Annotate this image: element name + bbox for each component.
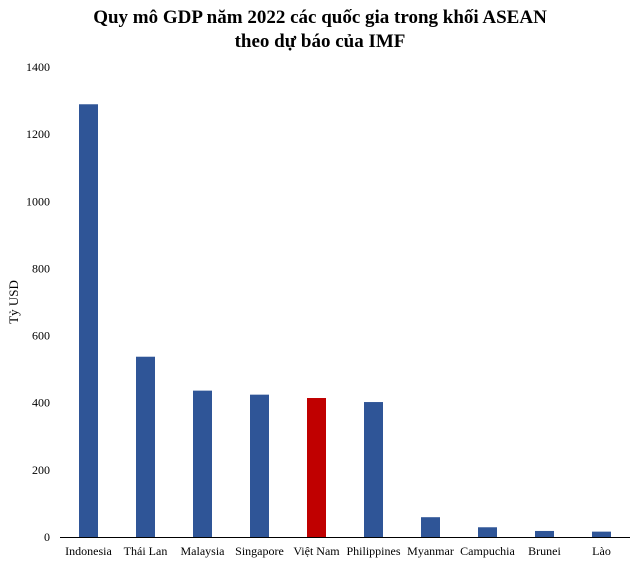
y-axis-ticks: 0 200 400 600 800 1000 1200 1400 [26,60,50,544]
x-tick-label: Campuchia [460,544,515,558]
bar-6 [421,517,440,537]
bar-1 [136,356,155,537]
y-tick-label: 1200 [26,127,50,141]
bar-2 [193,390,212,537]
x-tick-label: Philippines [346,544,400,558]
x-tick-label: Brunei [528,544,561,558]
chart-title: Quy mô GDP năm 2022 các quốc gia trong k… [0,6,640,54]
y-tick-label: 400 [32,396,50,410]
x-tick-label: Singapore [235,544,284,558]
bar-0 [79,104,98,537]
bars [79,104,611,537]
y-tick-label: 1400 [26,60,50,74]
y-axis-label: Tỷ USD [6,280,21,324]
y-tick-label: 600 [32,329,50,343]
x-axis-ticks: Indonesia Thái Lan Malaysia Singapore Việt N… [65,544,611,558]
bar-5 [364,402,383,537]
bar-3 [250,394,269,537]
x-tick-label: Việt Nam [293,544,340,558]
x-tick-label: Indonesia [65,544,112,558]
bar-7 [478,527,497,537]
x-tick-label: Malaysia [181,544,226,558]
y-tick-label: 800 [32,261,50,275]
x-tick-label: Lào [592,544,611,558]
x-tick-label: Myanmar [407,544,454,558]
y-tick-label: 1000 [26,194,50,208]
chart-title-line-2: theo dự báo của IMF [234,31,406,52]
x-tick-label: Thái Lan [124,544,168,558]
bar-9 [592,531,611,537]
chart-title-line-1: Quy mô GDP năm 2022 các quốc gia trong k… [93,7,547,28]
bar-4 [307,398,326,537]
y-tick-label: 200 [32,463,50,477]
y-tick-label: 0 [44,530,50,544]
bar-8 [535,530,554,537]
